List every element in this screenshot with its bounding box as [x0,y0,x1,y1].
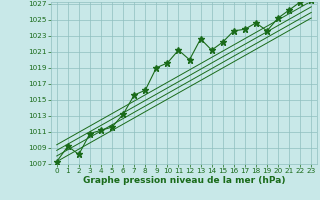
X-axis label: Graphe pression niveau de la mer (hPa): Graphe pression niveau de la mer (hPa) [83,176,285,185]
